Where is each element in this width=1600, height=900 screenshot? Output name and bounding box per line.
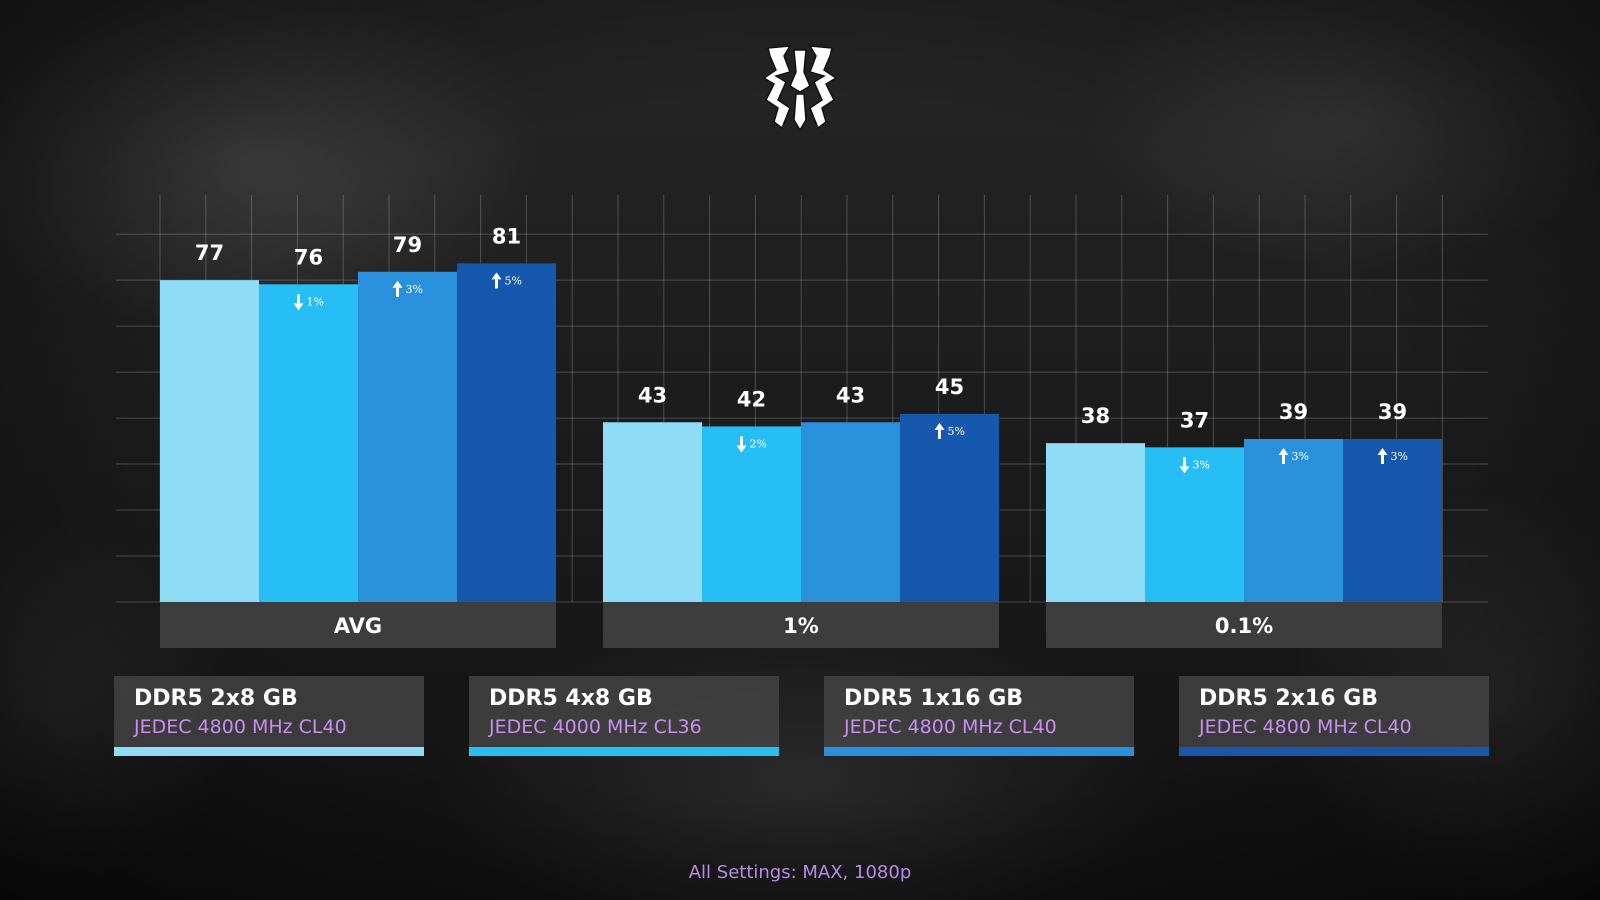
bar-change-label: 1% — [307, 295, 324, 308]
legend-series-detail: JEDEC 4800 MHz CL40 — [1199, 716, 1412, 738]
chart-bars — [160, 263, 1442, 602]
bar-change-label: 3% — [406, 283, 423, 296]
bar-value-label: 42 — [737, 387, 766, 411]
legend-series-name: DDR5 2x16 GB — [1199, 686, 1379, 711]
arrow-down-icon — [736, 436, 747, 453]
bar — [900, 413, 999, 602]
category-label: AVG — [334, 614, 382, 638]
legend-series-name: DDR5 1x16 GB — [844, 686, 1024, 711]
legend-series-detail: JEDEC 4000 MHz CL36 — [489, 716, 702, 738]
category-label: 0.1% — [1215, 614, 1273, 638]
category-label-background — [603, 602, 999, 648]
bar-value-label: 37 — [1180, 408, 1209, 432]
arrow-down-icon — [293, 294, 304, 311]
legend-series-name: DDR5 4x8 GB — [489, 686, 653, 711]
legend-item-4: DDR5 2x16 GB JEDEC 4800 MHz CL40 — [1179, 676, 1489, 756]
bar-value-label: 39 — [1378, 400, 1407, 424]
bar — [1145, 447, 1244, 602]
bar-change-label: 2% — [750, 437, 767, 450]
legend-item-3: DDR5 1x16 GB JEDEC 4800 MHz CL40 — [824, 676, 1134, 756]
bar-value-label: 77 — [195, 241, 224, 265]
bar — [358, 271, 457, 602]
bar-value-label: 38 — [1081, 404, 1110, 428]
category-label-background — [1046, 602, 1442, 648]
bar — [603, 422, 702, 602]
settings-footnote: All Settings: MAX, 1080p — [688, 862, 912, 883]
bar-value-label: 81 — [492, 224, 521, 248]
legend-color-swatch — [1179, 747, 1489, 756]
category-label-backgrounds — [160, 602, 1442, 648]
arrow-up-icon — [1278, 447, 1289, 464]
bar-change-label: 3% — [1391, 450, 1408, 463]
legend-series-name: DDR5 2x8 GB — [134, 686, 298, 711]
bar — [160, 280, 259, 602]
bar — [1244, 438, 1343, 602]
legend-item-1: DDR5 2x8 GB JEDEC 4800 MHz CL40 — [114, 676, 424, 756]
legend-series-detail: JEDEC 4800 MHz CL40 — [134, 716, 347, 738]
bar-value-label: 43 — [638, 383, 667, 407]
arrow-down-icon — [1179, 457, 1190, 474]
bar-value-label: 79 — [393, 233, 422, 257]
bar-value-label: 45 — [935, 375, 964, 399]
bar-value-label: 39 — [1279, 400, 1308, 424]
bar — [1046, 443, 1145, 602]
bar-change-label: 5% — [505, 274, 522, 287]
legend-series-detail: JEDEC 4800 MHz CL40 — [844, 716, 1057, 738]
bar — [702, 426, 801, 602]
legend-color-swatch — [824, 747, 1134, 756]
legend-color-swatch — [469, 747, 779, 756]
bar-value-label: 43 — [836, 383, 865, 407]
bar — [259, 284, 358, 602]
arrow-up-icon — [934, 422, 945, 439]
bar-value-label: 76 — [294, 245, 323, 269]
category-label-background — [160, 602, 556, 648]
arrow-up-icon — [392, 280, 403, 297]
game-logo — [762, 45, 838, 132]
legend-item-2: DDR5 4x8 GB JEDEC 4000 MHz CL36 — [469, 676, 779, 756]
bar-change-label: 5% — [948, 425, 965, 438]
bar-change-label: 3% — [1193, 458, 1210, 471]
arrow-up-icon — [1377, 447, 1388, 464]
bar — [457, 263, 556, 602]
chart-labels: AVG 77 76 1% 79 3% 81 5% 1% 43 42 2% 43 45 5% 0.1% 38 37 3… — [195, 224, 1408, 638]
arrow-up-icon — [491, 272, 502, 289]
bar-change-label: 3% — [1292, 450, 1309, 463]
bar — [801, 422, 900, 602]
legend-color-swatch — [114, 747, 424, 756]
bar — [1343, 438, 1442, 602]
category-label: 1% — [783, 614, 819, 638]
